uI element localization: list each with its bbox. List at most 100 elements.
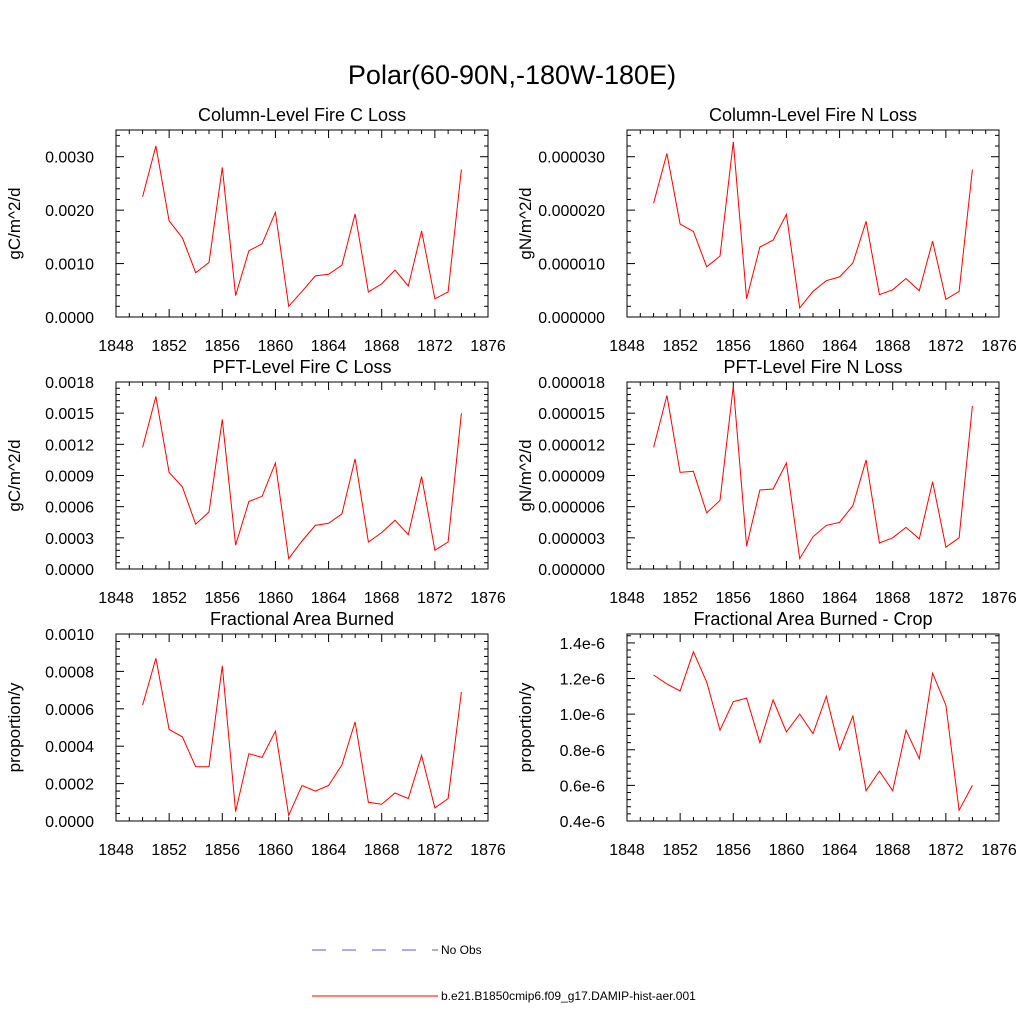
y-tick-label: 0.0010	[45, 627, 94, 644]
plot-frame	[626, 381, 1000, 570]
x-tick-label: 1872	[928, 590, 964, 607]
panel-4: PFT-Level Fire N Loss gN/m^2/d 1848 1852 185…	[516, 357, 1017, 607]
series-line	[653, 650, 973, 812]
panel-title: Column-Level Fire N Loss	[709, 105, 917, 125]
x-tick-label: 1868	[364, 338, 400, 355]
x-tick-label: 1856	[204, 338, 240, 355]
x-tick-label: 1868	[875, 338, 911, 355]
y-tick-label: 0.0008	[45, 664, 94, 681]
x-tick-label: 1848	[609, 590, 645, 607]
y-axis-label: gC/m^2/d	[5, 439, 24, 511]
y-axis-label: gN/m^2/d	[516, 439, 535, 511]
x-tick-label: 1876	[981, 842, 1017, 859]
x-tick-label: 1860	[258, 842, 294, 859]
x-tick-label: 1852	[151, 842, 187, 859]
x-tick-label: 1860	[258, 590, 294, 607]
plot-frame	[115, 633, 489, 822]
y-axis-label: proportion/y	[5, 682, 24, 772]
y-tick-label: 0.0020	[45, 203, 94, 220]
y-tick-label: 0.0012	[45, 437, 94, 454]
series-line	[142, 658, 462, 818]
y-tick-label: 0.0004	[45, 739, 94, 756]
x-tick-label: 1876	[981, 590, 1017, 607]
panel-1: Column-Level Fire C Loss gC/m^2/d 1848 1852…	[5, 105, 506, 355]
y-tick-label: 0.0006	[45, 500, 94, 517]
x-tick-label: 1856	[715, 338, 751, 355]
x-tick-label: 1876	[981, 338, 1017, 355]
y-tick-label: 0.0009	[45, 469, 94, 486]
panel-2: Column-Level Fire N Loss gN/m^2/d 1848 1852…	[516, 105, 1017, 355]
x-tick-label: 1860	[769, 338, 805, 355]
x-tick-label: 1868	[875, 842, 911, 859]
x-tick-label: 1848	[98, 842, 134, 859]
x-tick-label: 1872	[417, 590, 453, 607]
x-tick-label: 1864	[822, 590, 858, 607]
y-tick-label: 0.4e-6	[560, 814, 605, 831]
x-tick-label: 1860	[769, 842, 805, 859]
y-tick-label: 0.000003	[538, 531, 605, 548]
panel-title: Column-Level Fire C Loss	[198, 105, 406, 125]
x-tick-label: 1856	[715, 590, 751, 607]
legend-label: b.e21.B1850cmip6.f09_g17.DAMIP-hist-aer.…	[441, 989, 696, 1003]
y-tick-label: 0.000030	[538, 150, 605, 167]
panel-title: PFT-Level Fire N Loss	[723, 357, 902, 377]
y-tick-label: 0.000020	[538, 203, 605, 220]
y-tick-label: 0.000009	[538, 469, 605, 486]
x-tick-label: 1872	[417, 842, 453, 859]
y-tick-label: 0.000000	[538, 310, 605, 327]
x-tick-label: 1852	[662, 590, 698, 607]
x-tick-label: 1876	[470, 842, 506, 859]
x-tick-label: 1864	[311, 338, 347, 355]
series-line	[142, 145, 462, 308]
y-tick-label: 0.0018	[45, 375, 94, 392]
x-tick-label: 1864	[311, 590, 347, 607]
y-tick-label: 0.0030	[45, 150, 94, 167]
y-tick-label: 0.000010	[538, 257, 605, 274]
series-line	[653, 141, 973, 310]
plot-frame	[626, 633, 1000, 822]
x-tick-label: 1872	[417, 338, 453, 355]
y-tick-label: 0.0003	[45, 531, 94, 548]
x-tick-label: 1856	[204, 842, 240, 859]
x-tick-label: 1868	[364, 590, 400, 607]
panel-title: PFT-Level Fire C Loss	[212, 357, 391, 377]
x-tick-label: 1860	[769, 590, 805, 607]
y-tick-label: 0.000000	[538, 562, 605, 579]
x-tick-label: 1852	[662, 338, 698, 355]
y-tick-label: 0.000018	[538, 375, 605, 392]
y-tick-label: 0.0010	[45, 257, 94, 274]
x-tick-label: 1864	[822, 842, 858, 859]
x-tick-label: 1848	[98, 338, 134, 355]
x-tick-label: 1852	[151, 590, 187, 607]
panel-title: Fractional Area Burned - Crop	[693, 609, 932, 629]
x-tick-label: 1848	[98, 590, 134, 607]
x-tick-label: 1872	[928, 842, 964, 859]
series-line	[142, 396, 462, 560]
y-tick-label: 1.4e-6	[560, 636, 605, 653]
x-tick-label: 1848	[609, 338, 645, 355]
x-tick-label: 1864	[822, 338, 858, 355]
y-tick-label: 0.0002	[45, 777, 94, 794]
x-tick-label: 1848	[609, 842, 645, 859]
panels: Column-Level Fire C Loss gC/m^2/d 1848 1852…	[5, 105, 1017, 859]
x-tick-label: 1876	[470, 338, 506, 355]
y-tick-label: 1.0e-6	[560, 707, 605, 724]
legend: No Obs b.e21.B1850cmip6.f09_g17.DAMIP-his…	[312, 943, 696, 1003]
y-tick-label: 0.0000	[45, 814, 94, 831]
x-tick-label: 1864	[311, 842, 347, 859]
y-axis-label: gN/m^2/d	[516, 187, 535, 259]
y-tick-label: 0.0006	[45, 702, 94, 719]
x-tick-label: 1856	[715, 842, 751, 859]
x-tick-label: 1872	[928, 338, 964, 355]
x-tick-label: 1868	[875, 590, 911, 607]
y-tick-label: 0.000006	[538, 500, 605, 517]
panel-3: PFT-Level Fire C Loss gC/m^2/d 1848 1852 185…	[5, 357, 506, 607]
y-tick-label: 0.6e-6	[560, 778, 605, 795]
series-line	[653, 386, 973, 561]
x-tick-label: 1868	[364, 842, 400, 859]
y-tick-label: 0.8e-6	[560, 743, 605, 760]
y-tick-label: 0.000012	[538, 437, 605, 454]
x-tick-label: 1852	[662, 842, 698, 859]
y-axis-label: gC/m^2/d	[5, 187, 24, 259]
